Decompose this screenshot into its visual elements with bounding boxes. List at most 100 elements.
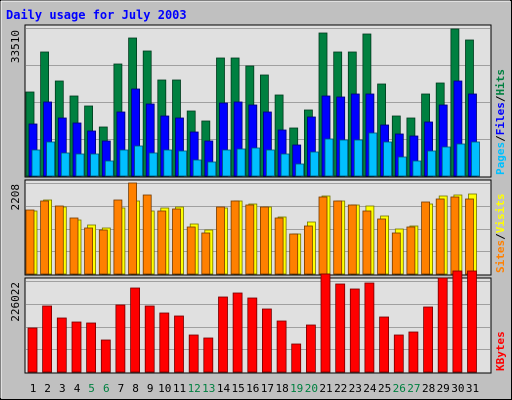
x-tick-day-10: 10	[158, 382, 171, 395]
x-tick-day-29: 29	[437, 382, 450, 395]
kbytes-ymax-label: 226022	[9, 282, 22, 322]
legend-pages: Pages	[494, 142, 507, 175]
bar-pages-day-18	[280, 153, 290, 177]
bar-kbytes-day-1	[27, 327, 38, 373]
bar-sites-day-31	[465, 198, 474, 275]
x-tick-day-13: 13	[202, 382, 215, 395]
bar-pages-day-3	[60, 152, 70, 177]
bar-sites-day-27	[406, 226, 416, 275]
bar-pages-day-20	[309, 151, 319, 177]
x-axis-labels: 1 2 3 4 5 6 7 8 9 10 11 12 13 14 15 16 17 18 19 20 21 22 23 24 2…	[30, 382, 479, 395]
x-tick-day-21: 21	[319, 382, 332, 395]
legend-kbytes: KBytes	[494, 331, 507, 371]
bar-kbytes-day-12	[188, 334, 199, 373]
bar-kbytes-day-19	[291, 343, 302, 373]
bar-sites-day-24	[362, 210, 372, 275]
bar-sites-day-2	[40, 200, 49, 275]
bar-pages-day-22	[339, 139, 349, 177]
x-tick-day-18: 18	[275, 382, 288, 395]
bar-kbytes-day-29	[437, 277, 448, 373]
bar-kbytes-day-6	[100, 339, 111, 373]
bar-pages-day-13	[207, 161, 217, 177]
bar-kbytes-day-30	[452, 270, 463, 373]
bar-kbytes-day-13	[203, 337, 214, 373]
hits-ymax-label: 33510	[9, 30, 22, 63]
bar-kbytes-day-14	[218, 296, 228, 373]
bar-kbytes-day-7	[115, 304, 126, 373]
bar-kbytes-day-11	[174, 315, 184, 373]
bar-kbytes-day-8	[130, 287, 141, 373]
x-tick-day-6: 6	[103, 382, 110, 395]
x-tick-day-5: 5	[88, 382, 95, 395]
x-tick-day-3: 3	[59, 382, 66, 395]
bar-kbytes-day-27	[408, 331, 419, 373]
bar-pages-day-9	[148, 152, 158, 177]
legend-hits: Hits	[494, 69, 507, 96]
bar-kbytes-day-31	[467, 270, 477, 373]
bar-sites-day-1	[25, 209, 35, 275]
x-tick-day-15: 15	[231, 382, 244, 395]
bar-pages-day-27	[412, 160, 422, 177]
bar-sites-day-5	[84, 227, 93, 275]
legend-visits: Visits	[494, 194, 507, 234]
bar-pages-day-24	[368, 132, 378, 177]
bar-kbytes-day-18	[276, 320, 287, 373]
bar-sites-day-25	[377, 218, 387, 275]
kbytes-legend: KBytes	[494, 331, 507, 371]
bar-kbytes-day-15	[232, 292, 243, 373]
bar-sites-day-14	[216, 206, 225, 275]
bars-layer	[25, 28, 480, 373]
bar-sites-day-12	[186, 226, 196, 275]
x-tick-day-20: 20	[305, 382, 318, 395]
legend-sites: Sites	[494, 240, 507, 273]
bar-kbytes-day-5	[86, 322, 96, 373]
bar-pages-day-1	[31, 149, 41, 177]
legend-sep-2: /	[494, 95, 507, 102]
bar-kbytes-day-26	[393, 334, 404, 373]
x-tick-day-27: 27	[407, 382, 420, 395]
bar-sites-day-7	[113, 199, 123, 275]
bar-sites-day-8	[128, 182, 138, 275]
bar-pages-day-23	[353, 139, 363, 177]
x-tick-day-4: 4	[74, 382, 81, 395]
bar-sites-day-21	[318, 196, 328, 275]
bar-pages-day-25	[383, 141, 393, 177]
bar-sites-day-3	[54, 205, 64, 275]
bar-pages-day-15	[236, 148, 246, 177]
bar-pages-day-6	[104, 160, 114, 177]
bar-pages-day-29	[441, 146, 451, 177]
bar-kbytes-day-2	[42, 305, 52, 373]
x-tick-day-9: 9	[147, 382, 154, 395]
x-tick-day-22: 22	[334, 382, 347, 395]
x-tick-day-11: 11	[173, 382, 186, 395]
bar-kbytes-day-9	[144, 305, 155, 373]
bar-pages-day-2	[46, 141, 55, 177]
bar-pages-day-26	[397, 156, 407, 177]
bar-pages-day-19	[295, 163, 305, 177]
bar-pages-day-17	[265, 149, 275, 177]
bar-sites-day-11	[172, 208, 181, 275]
bar-sites-day-18	[274, 217, 284, 275]
bar-sites-day-6	[98, 229, 108, 275]
bar-kbytes-day-23	[349, 288, 360, 373]
bar-pages-day-8	[134, 145, 144, 177]
bar-sites-day-13	[201, 232, 211, 275]
bar-sites-day-29	[435, 198, 445, 275]
bar-sites-day-23	[347, 204, 357, 275]
x-tick-day-17: 17	[261, 382, 274, 395]
bar-pages-day-31	[471, 141, 480, 177]
bar-pages-day-4	[75, 153, 85, 177]
bar-pages-day-30	[456, 143, 466, 177]
x-tick-day-30: 30	[451, 382, 464, 395]
bar-pages-day-11	[178, 150, 187, 177]
bar-kbytes-day-25	[379, 316, 390, 373]
legend-files: Files	[494, 102, 507, 135]
x-tick-day-19: 19	[290, 382, 303, 395]
x-tick-day-24: 24	[363, 382, 377, 395]
x-tick-day-16: 16	[246, 382, 259, 395]
bar-sites-day-28	[421, 201, 431, 275]
bar-kbytes-day-28	[423, 306, 434, 373]
bar-sites-day-22	[333, 200, 343, 275]
bar-sites-day-15	[230, 200, 240, 275]
bar-sites-day-9	[142, 194, 152, 275]
